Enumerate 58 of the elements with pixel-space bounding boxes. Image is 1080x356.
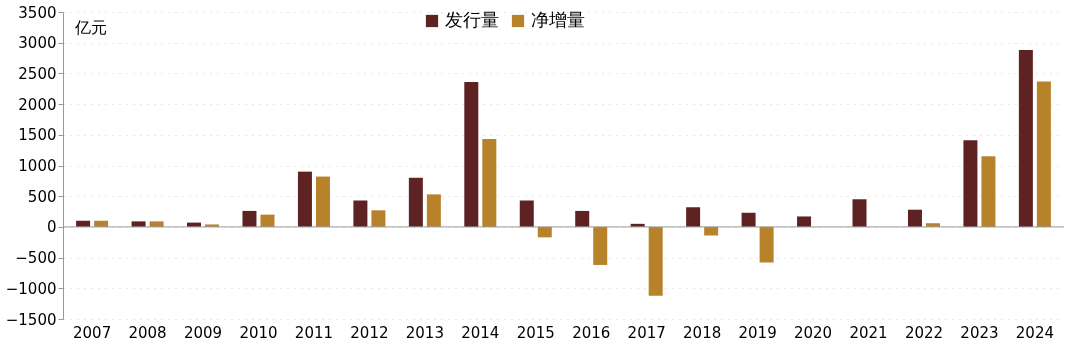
x-tick-label: 2015 xyxy=(516,323,555,342)
bar xyxy=(575,210,590,227)
x-tick-label: 2007 xyxy=(73,323,112,342)
y-tick-label: −500 xyxy=(15,249,57,268)
bar xyxy=(242,210,257,227)
y-tick-label: 1000 xyxy=(18,157,57,175)
x-tick-label: 2024 xyxy=(1015,323,1054,342)
x-tick-label: 2023 xyxy=(960,323,999,342)
x-tick-label: 2008 xyxy=(128,323,167,342)
x-tick-label: 2013 xyxy=(405,323,444,342)
bar xyxy=(297,171,312,227)
x-tick-label: 2018 xyxy=(683,323,722,342)
bar xyxy=(353,200,368,227)
bar xyxy=(981,156,996,227)
bar xyxy=(408,177,423,227)
x-tick-label: 2019 xyxy=(738,323,777,342)
bar xyxy=(686,207,701,227)
bar xyxy=(149,221,164,227)
bar xyxy=(963,140,978,227)
bar xyxy=(1018,50,1033,227)
bar xyxy=(315,176,330,227)
bar xyxy=(371,210,386,227)
bar xyxy=(852,199,867,227)
y-tick-label: −1500 xyxy=(5,310,57,329)
y-tick-label: 3000 xyxy=(18,34,57,53)
bar xyxy=(907,209,922,227)
x-tick-label: 2020 xyxy=(793,323,833,342)
bar xyxy=(797,216,812,227)
y-tick-label: −1000 xyxy=(5,279,57,298)
annotation: 亿元 xyxy=(74,18,107,37)
x-tick-label: 2016 xyxy=(572,323,611,342)
legend-label: 发行量 xyxy=(445,9,499,30)
bar xyxy=(741,212,756,227)
bar xyxy=(519,200,534,227)
x-tick-label: 2011 xyxy=(294,323,334,342)
x-tick-label: 2010 xyxy=(239,323,278,342)
x-tick-label: 2021 xyxy=(849,323,888,342)
bar xyxy=(260,214,275,227)
y-tick-label: 2000 xyxy=(18,95,57,114)
bar xyxy=(648,226,663,296)
y-tick-label: 3500 xyxy=(18,3,57,22)
bar xyxy=(426,194,441,227)
legend-label: 净增量 xyxy=(531,9,585,30)
y-tick-label: 0 xyxy=(46,218,57,237)
y-tick-label: 1500 xyxy=(18,126,57,145)
bar xyxy=(464,82,479,227)
y-tick-label: 2500 xyxy=(18,64,57,83)
bar xyxy=(593,226,608,265)
x-tick-label: 2012 xyxy=(350,323,389,342)
x-tick-label: 2017 xyxy=(627,323,666,342)
bar xyxy=(759,226,774,263)
x-tick-label: 2009 xyxy=(183,323,223,342)
bar xyxy=(482,139,497,227)
bar xyxy=(1036,81,1051,227)
y-tick-label: 500 xyxy=(27,187,57,206)
x-tick-label: 2014 xyxy=(461,323,500,342)
bar xyxy=(131,221,146,227)
x-tick-label: 2022 xyxy=(904,323,944,342)
